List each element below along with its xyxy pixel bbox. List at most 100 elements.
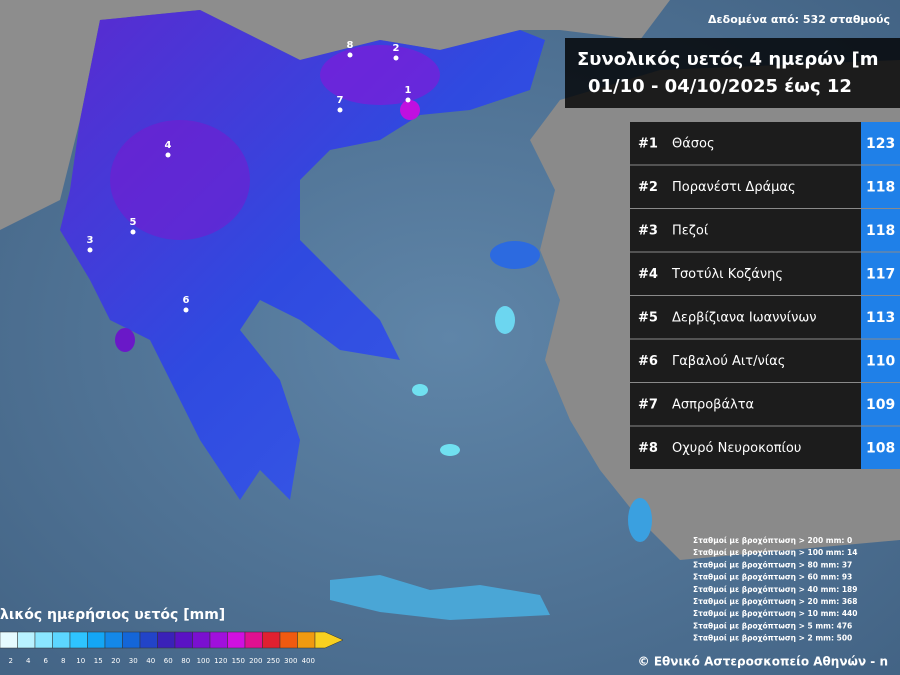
rank: #4 bbox=[638, 267, 658, 282]
legend-label: 6 bbox=[44, 657, 49, 665]
row-bg bbox=[630, 252, 862, 295]
legend-label: 15 bbox=[94, 657, 103, 665]
rhodes bbox=[628, 498, 652, 542]
station-number: 3 bbox=[87, 235, 94, 246]
rank: #1 bbox=[638, 136, 658, 151]
credit: © Εθνικό Αστεροσκοπείο Αθηνών - n bbox=[638, 655, 888, 669]
legend-swatch bbox=[244, 631, 263, 649]
legend-swatch bbox=[174, 631, 193, 649]
legend-label: 8 bbox=[61, 657, 65, 665]
stat-line: Σταθμοί με βροχόπτωση > 20 mm: 368 bbox=[693, 597, 857, 606]
thasos bbox=[400, 100, 420, 120]
rain-core bbox=[110, 120, 250, 240]
crete bbox=[330, 575, 550, 620]
rank: #5 bbox=[638, 310, 658, 325]
legend-swatch bbox=[0, 631, 18, 649]
legend-swatch bbox=[209, 631, 228, 649]
rank: #3 bbox=[638, 223, 658, 238]
legend-label: 300 bbox=[284, 657, 297, 665]
legend-swatch bbox=[34, 631, 53, 649]
legend-swatch bbox=[297, 631, 316, 649]
row-bg bbox=[630, 383, 862, 426]
legend-label: 2 bbox=[9, 657, 13, 665]
station-number: 4 bbox=[165, 140, 172, 151]
stat-line: Σταθμοί με βροχόπτωση > 40 mm: 189 bbox=[693, 585, 857, 594]
legend-swatch bbox=[52, 631, 71, 649]
legend-arrow bbox=[314, 631, 344, 649]
legend-swatch bbox=[279, 631, 298, 649]
station-number: 7 bbox=[337, 95, 344, 106]
row-bg bbox=[630, 209, 862, 252]
station-value: 110 bbox=[866, 353, 895, 369]
rank: #2 bbox=[638, 180, 658, 195]
rain-core bbox=[320, 45, 440, 105]
station-name: Θάσος bbox=[672, 136, 715, 151]
station-marker bbox=[337, 107, 343, 113]
station-marker bbox=[183, 307, 189, 313]
stat-line: Σταθμοί με βροχόπτωση > 80 mm: 37 bbox=[693, 560, 852, 569]
legend-label: 200 bbox=[249, 657, 262, 665]
station-value: 117 bbox=[866, 266, 895, 282]
value-bg bbox=[861, 383, 900, 426]
station-number: 8 bbox=[347, 40, 354, 51]
legend-label: 100 bbox=[197, 657, 210, 665]
stat-line: Σταθμοί με βροχόπτωση > 5 mm: 476 bbox=[693, 621, 852, 630]
legend-title: λικός ημερήσιος υετός [mm] bbox=[0, 607, 225, 623]
island bbox=[115, 328, 135, 352]
value-bg bbox=[861, 296, 900, 339]
legend-label: 120 bbox=[214, 657, 227, 665]
value-bg bbox=[861, 252, 900, 295]
station-value: 113 bbox=[866, 310, 895, 326]
legend-label: 250 bbox=[267, 657, 280, 665]
legend-label: 60 bbox=[164, 657, 173, 665]
legend-label: 10 bbox=[76, 657, 85, 665]
value-bg bbox=[861, 165, 900, 208]
title-box bbox=[565, 38, 900, 108]
legend-label: 150 bbox=[232, 657, 245, 665]
legend-label: 30 bbox=[129, 657, 138, 665]
source: Δεδομένα από: 532 σταθμούς bbox=[708, 13, 890, 26]
stat-line: Σταθμοί με βροχόπτωση > 2 mm: 500 bbox=[693, 634, 852, 643]
stat-line: Σταθμοί με βροχόπτωση > 60 mm: 93 bbox=[693, 573, 852, 582]
value-bg bbox=[861, 426, 900, 469]
legend-swatch bbox=[17, 631, 36, 649]
station-marker bbox=[405, 97, 411, 103]
row-bg bbox=[630, 122, 862, 165]
station-value: 123 bbox=[866, 136, 895, 152]
value-bg bbox=[861, 122, 900, 165]
legend-swatch bbox=[122, 631, 141, 649]
station-number: 1 bbox=[405, 85, 412, 96]
station-name: Πεζοί bbox=[672, 223, 709, 238]
station-name: Οχυρό Νευροκοπίου bbox=[672, 441, 801, 456]
island bbox=[495, 306, 515, 334]
island bbox=[412, 384, 428, 396]
station-marker bbox=[347, 52, 353, 58]
legend-label: 20 bbox=[111, 657, 120, 665]
legend-swatch bbox=[227, 631, 246, 649]
rank: #8 bbox=[638, 441, 658, 456]
station-marker bbox=[393, 55, 399, 61]
station-name: Τσοτύλι Κοζάνης bbox=[671, 267, 783, 282]
legend-swatch bbox=[192, 631, 211, 649]
legend-swatch bbox=[139, 631, 158, 649]
legend-label: 4 bbox=[26, 657, 31, 665]
station-marker bbox=[165, 152, 171, 158]
station-name: Γαβαλού Αιτ/νίας bbox=[672, 354, 785, 369]
legend-label: 80 bbox=[181, 657, 190, 665]
island bbox=[440, 444, 460, 456]
title: Συνολικός υετός 4 ημερών [m bbox=[577, 49, 878, 70]
station-name: Ασπροβάλτα bbox=[672, 397, 754, 412]
period: 01/10 - 04/10/2025 έως 12 bbox=[588, 76, 852, 97]
land-north bbox=[0, 0, 670, 230]
legend-label: 40 bbox=[146, 657, 155, 665]
station-marker bbox=[130, 229, 136, 235]
legend-label: 400 bbox=[302, 657, 315, 665]
station-value: 108 bbox=[866, 440, 895, 456]
legend-swatch bbox=[69, 631, 88, 649]
value-bg bbox=[861, 209, 900, 252]
rank: #6 bbox=[638, 354, 658, 369]
station-marker bbox=[87, 247, 93, 253]
station-value: 109 bbox=[866, 397, 895, 413]
stat-line: Σταθμοί με βροχόπτωση > 10 mm: 440 bbox=[693, 609, 857, 618]
